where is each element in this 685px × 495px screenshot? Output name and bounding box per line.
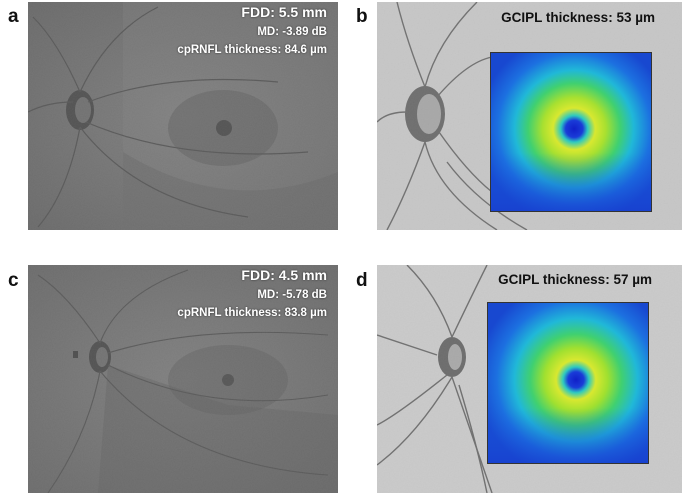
- fundus-image-a: [28, 2, 338, 230]
- fdd-label-a: FDD: 5.5 mm: [241, 4, 327, 20]
- panel-letter-a: a: [8, 6, 19, 27]
- panel-letter-d: d: [356, 270, 368, 291]
- md-label-c: MD: -5.78 dB: [257, 289, 327, 301]
- gcipl-label-b: GCIPL thickness: 53 µm: [501, 10, 655, 25]
- panel-letter-b: b: [356, 6, 368, 27]
- gcipl-label-d: GCIPL thickness: 57 µm: [498, 272, 652, 287]
- gcipl-heatmap-b: [490, 52, 652, 212]
- gcipl-heatmap-d: [487, 302, 649, 464]
- cprnfl-label-a: cpRNFL thickness: 84.6 µm: [177, 44, 327, 56]
- cprnfl-label-c: cpRNFL thickness: 83.8 µm: [177, 307, 327, 319]
- fundus-image-c: [28, 265, 338, 493]
- panel-letter-c: c: [8, 270, 19, 291]
- fdd-label-c: FDD: 4.5 mm: [241, 267, 327, 283]
- md-label-a: MD: -3.89 dB: [257, 26, 327, 38]
